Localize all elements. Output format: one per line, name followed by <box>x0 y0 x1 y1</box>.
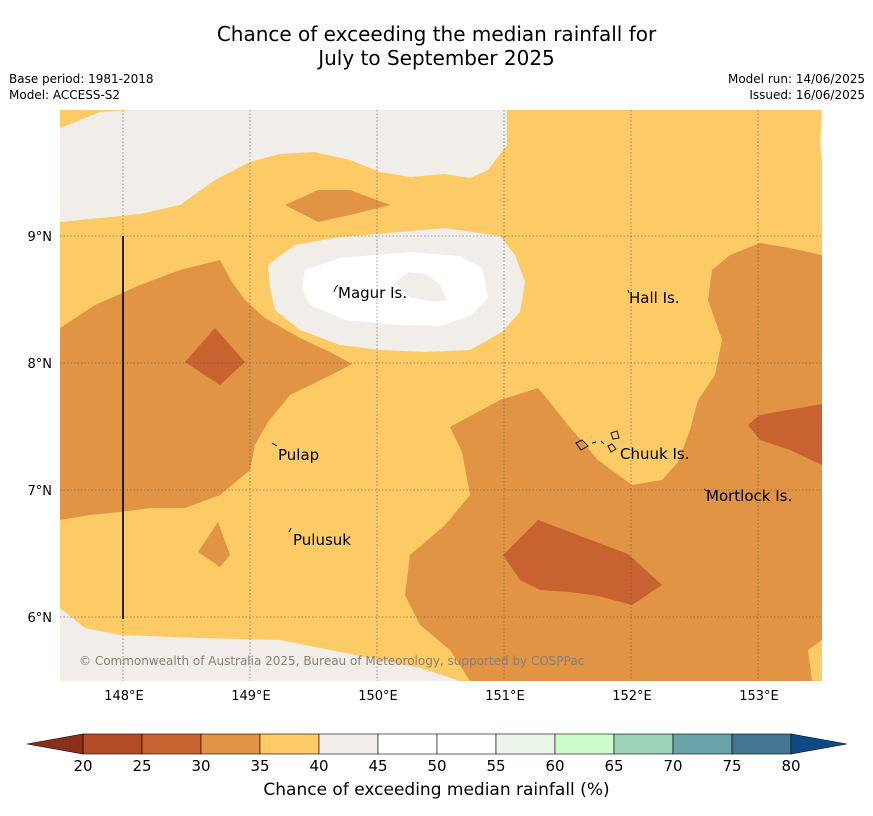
colorbar-tick-75: 75 <box>722 757 741 775</box>
map-title: Chance of exceeding the median rainfall … <box>0 22 873 70</box>
colorbar-segment-75-80 <box>731 733 792 755</box>
rainfall-contours <box>60 110 822 681</box>
issued-text: Issued: 16/06/2025 <box>749 88 865 102</box>
island-shapes <box>271 284 708 533</box>
lon-label-152e: 152°E <box>612 689 652 704</box>
colorbar-segment-35-40 <box>259 733 320 755</box>
colorbar-tick-65: 65 <box>604 757 623 775</box>
copyright-notice: © Commonwealth of Australia 2025, Bureau… <box>79 654 584 668</box>
label-mortlock: Mortlock Is. <box>706 487 792 505</box>
hall-island-shape <box>627 289 630 294</box>
label-hall: Hall Is. <box>629 289 680 307</box>
pulap-island-shape <box>271 442 278 447</box>
lat-label-6n: 6°N <box>28 611 53 626</box>
colorbar-tick-30: 30 <box>191 757 210 775</box>
label-magur: Magur Is. <box>338 284 407 302</box>
lat-label-7n: 7°N <box>28 484 53 499</box>
colorbar-tick-40: 40 <box>309 757 328 775</box>
lon-label-151e: 151°E <box>485 689 525 704</box>
colorbar-tick-80: 80 <box>781 757 800 775</box>
colorbar-segment-70-75 <box>672 733 733 755</box>
contour-25-30-west <box>185 328 245 385</box>
contour-35-40-southeast <box>808 640 822 681</box>
colorbar-tick-20: 20 <box>73 757 92 775</box>
model-run-text: Model run: 14/06/2025 <box>727 72 865 86</box>
colorbar-under-arrow <box>26 733 84 755</box>
lon-label-148e: 148°E <box>104 689 144 704</box>
contour-30-35-east <box>405 243 822 681</box>
latitude-labels: 9°N 8°N 7°N 6°N <box>28 230 53 626</box>
colorbar-segment-30-35 <box>200 733 261 755</box>
label-pulusuk: Pulusuk <box>293 531 351 549</box>
lon-label-149e: 149°E <box>231 689 271 704</box>
map-title-line-1: Chance of exceeding the median rainfall … <box>216 22 657 46</box>
longitude-labels: 148°E 149°E 150°E 151°E 152°E 153°E <box>104 689 779 704</box>
contour-45-50-magur <box>302 252 488 326</box>
model-text: Model: ACCESS-S2 <box>9 88 121 102</box>
colorbar-segment-40-45 <box>318 733 379 755</box>
colorbar-tick-70: 70 <box>663 757 682 775</box>
contour-30-35-southwest <box>198 522 230 567</box>
lat-label-8n: 8°N <box>28 357 53 372</box>
contour-40-45-east-edge <box>820 110 822 160</box>
base-period-text: Base period: 1981-2018 <box>9 72 154 86</box>
colorbar-title: Chance of exceeding median rainfall (%) <box>263 780 610 800</box>
colorbar-tick-labels: 20 25 30 35 40 45 50 55 60 65 70 75 80 <box>73 757 800 775</box>
contour-30-35-north <box>285 190 390 222</box>
run-info: Model run: 14/06/2025 Issued: 16/06/2025 <box>728 71 865 103</box>
colorbar-segment-65-70 <box>613 733 674 755</box>
colorbar <box>26 733 848 755</box>
contour-30-35-west <box>60 260 352 520</box>
colorbar-segment-20-25 <box>82 733 143 755</box>
model-info: Base period: 1981-2018 Model: ACCESS-S2 <box>9 71 154 103</box>
contour-25-30-south <box>503 520 662 605</box>
contour-40-45-north <box>60 110 507 222</box>
pulusuk-island-shape <box>288 527 292 533</box>
label-chuuk: Chuuk Is. <box>620 445 689 463</box>
place-labels: Magur Is. Hall Is. Pulap Chuuk Is. Mortl… <box>278 284 792 549</box>
colorbar-tick-50: 50 <box>427 757 446 775</box>
colorbar-segment-55-60 <box>495 733 556 755</box>
colorbar-tick-60: 60 <box>545 757 564 775</box>
chuuk-lagoon-shape <box>575 430 620 453</box>
label-pulap: Pulap <box>278 446 319 464</box>
map-title-line-2: July to September 2025 <box>318 46 555 70</box>
colorbar-segment-45-50 <box>377 733 438 755</box>
lon-label-150e: 150°E <box>358 689 398 704</box>
colorbar-tick-25: 25 <box>132 757 151 775</box>
mortlock-island-shape <box>703 488 708 492</box>
colorbar-segment-50-55 <box>436 733 497 755</box>
graticule <box>60 110 822 681</box>
colorbar-tick-55: 55 <box>486 757 505 775</box>
colorbar-segment-25-30 <box>141 733 202 755</box>
colorbar-segment-60-65 <box>554 733 615 755</box>
contour-40-45-magur-notch <box>395 272 447 302</box>
colorbar-tick-45: 45 <box>368 757 387 775</box>
lat-label-9n: 9°N <box>28 230 53 245</box>
colorbar-tick-35: 35 <box>250 757 269 775</box>
contour-40-45-southwest <box>60 608 460 681</box>
contour-25-30-east <box>748 404 822 465</box>
colorbar-over-arrow <box>790 733 848 755</box>
lon-label-153e: 153°E <box>739 689 779 704</box>
magur-island-shape <box>333 284 339 293</box>
